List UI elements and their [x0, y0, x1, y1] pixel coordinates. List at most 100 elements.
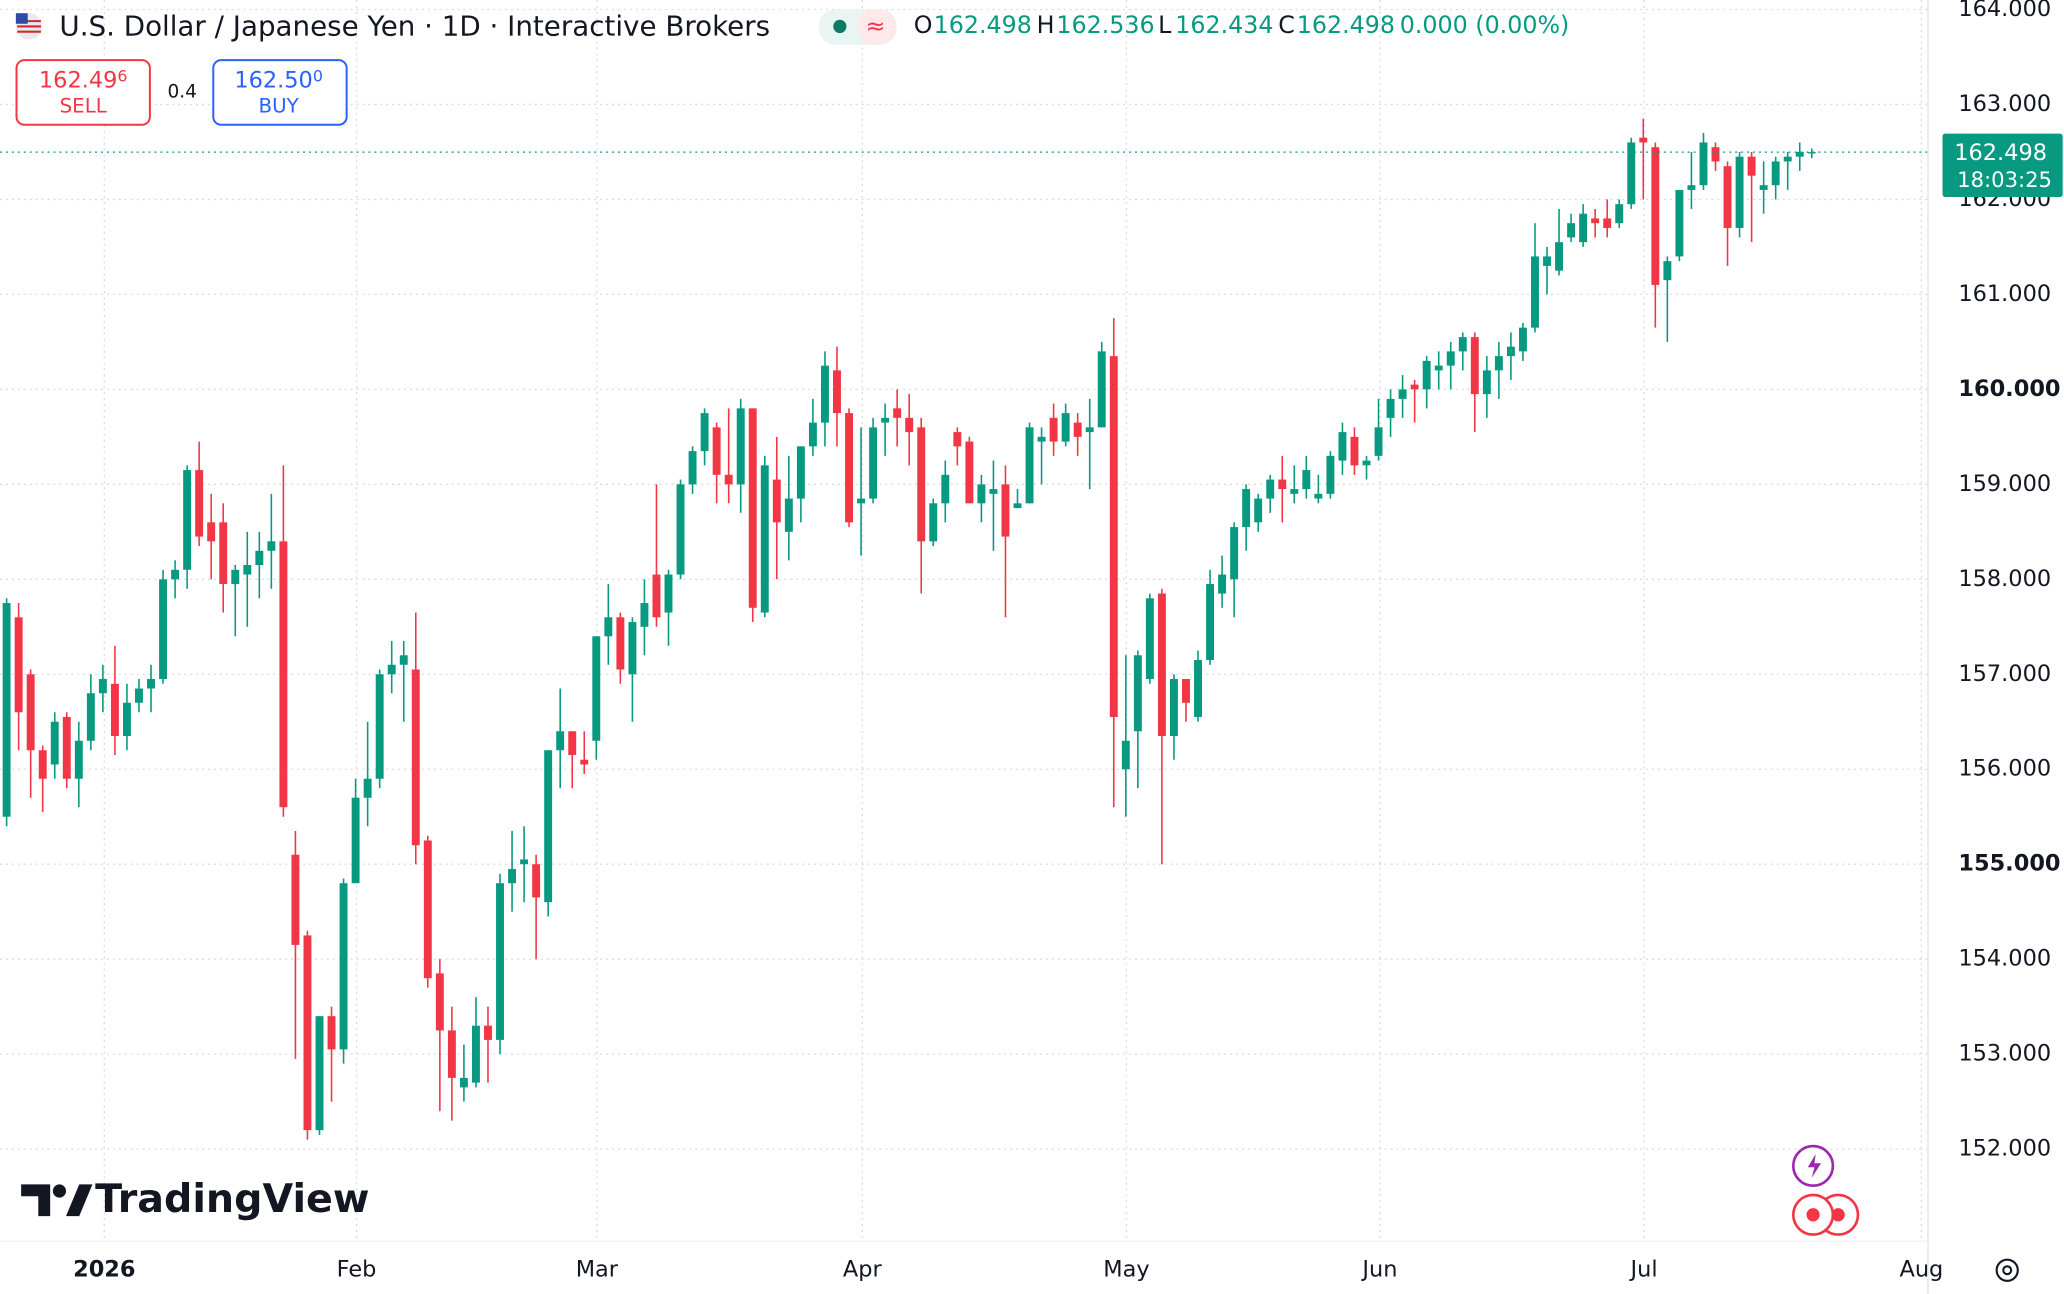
candle-body [423, 840, 432, 979]
candle-body [941, 474, 950, 504]
candle-body [291, 854, 300, 945]
buy-price-pip[interactable]: 0 [313, 66, 323, 85]
candle-body [1386, 398, 1395, 418]
candle-body [1555, 242, 1564, 271]
candle-body [1675, 189, 1684, 257]
x-tick-label: Jun [1360, 1257, 1397, 1283]
candle-body [953, 432, 962, 447]
candle-body [339, 883, 348, 1050]
ohlc-label: O [914, 11, 933, 39]
candle-body [1230, 527, 1239, 580]
buy-button[interactable]: 162.500 BUY [212, 59, 348, 126]
buy-price-main[interactable]: 162.50 [234, 67, 313, 93]
candle-body [459, 1077, 468, 1088]
candle-body [1458, 337, 1467, 352]
sell-price[interactable]: 162.496 [39, 66, 128, 93]
settings-icon[interactable] [1995, 1258, 2019, 1282]
candle-body [857, 498, 866, 504]
grid [0, 0, 1928, 1242]
candle-body [676, 484, 685, 575]
candle-body [1061, 413, 1070, 442]
market-open-dot [833, 19, 847, 34]
buy-box[interactable] [212, 59, 348, 126]
candle-body [1434, 365, 1443, 371]
candle-body [496, 883, 504, 1040]
sell-box[interactable] [15, 59, 151, 126]
candle-body [243, 565, 252, 575]
candle-body [62, 717, 71, 779]
candle-body [1807, 152, 1816, 154]
candle-body [267, 541, 276, 551]
alert-icon-bolt[interactable] [1807, 1154, 1822, 1178]
candle-body [1194, 660, 1202, 718]
candle-body [508, 868, 517, 884]
ohlc-label: H [1037, 11, 1055, 39]
candle-body [1097, 351, 1106, 428]
buy-label[interactable]: BUY [259, 94, 300, 117]
candle-body [1242, 489, 1251, 528]
candle-body [1759, 185, 1768, 190]
ohlc-value: 162.498 [934, 11, 1032, 39]
y-tick-label: 159.000 [1958, 471, 2051, 497]
candle-body [616, 617, 625, 670]
candle-body [520, 859, 529, 865]
candle-body [159, 579, 168, 680]
record-dot[interactable] [1806, 1208, 1820, 1222]
candle-body [1025, 427, 1034, 504]
sell-price-main[interactable]: 162.49 [39, 67, 118, 93]
ohlc-label: C [1278, 11, 1295, 39]
y-tick-label: 152.000 [1958, 1136, 2051, 1162]
candle-body [1049, 417, 1058, 442]
record-dot[interactable] [1831, 1208, 1845, 1222]
candle-body [38, 750, 47, 779]
candle-body [1795, 151, 1804, 157]
candle-body [1085, 427, 1094, 433]
buy-price[interactable]: 162.500 [234, 66, 323, 93]
candle-body [1446, 351, 1455, 366]
candle-body [98, 679, 107, 694]
candle-body [1651, 147, 1660, 285]
candle-body [183, 470, 192, 570]
candle-body [688, 451, 697, 485]
candle-body [1206, 584, 1215, 661]
candle-body [820, 365, 829, 423]
candle-body [724, 474, 733, 485]
candle-body [171, 569, 180, 580]
candle-body [1783, 156, 1792, 162]
candle-body [1422, 360, 1431, 390]
last-price-text: 162.498 [1954, 140, 2047, 166]
candle-body [435, 973, 444, 1031]
candle-body [1266, 479, 1275, 499]
candle-body [604, 617, 613, 637]
sell-price-pip[interactable]: 6 [117, 66, 127, 85]
candle-body [700, 413, 709, 452]
candle-body [122, 702, 131, 737]
logo-mark [66, 1184, 93, 1217]
sell-button[interactable]: 162.496 SELL [15, 59, 151, 126]
candle-body [1157, 593, 1166, 737]
candle-body [14, 617, 23, 713]
candle-body [1615, 204, 1624, 224]
candle-body [1338, 432, 1347, 461]
logo-mark [52, 1184, 67, 1198]
candle-body [135, 688, 143, 703]
x-tick-label: Feb [337, 1257, 377, 1283]
candle-body [1567, 223, 1576, 238]
candle-body [1314, 493, 1323, 499]
candle-body [893, 408, 902, 418]
candle-body [195, 470, 204, 537]
x-tick-label: 2026 [73, 1257, 135, 1283]
candle-body [279, 541, 288, 808]
candle-body [219, 522, 228, 585]
candle-body [1506, 346, 1515, 357]
y-tick-label: 153.000 [1958, 1041, 2051, 1067]
candle-body [592, 636, 601, 741]
candle-body [1627, 142, 1636, 205]
sell-label[interactable]: SELL [60, 94, 107, 117]
candle-body [471, 1025, 480, 1083]
candle-body [375, 674, 384, 779]
candle-body [315, 1016, 324, 1131]
settings-icon[interactable] [2002, 1265, 2013, 1276]
candle-body [1398, 389, 1407, 399]
